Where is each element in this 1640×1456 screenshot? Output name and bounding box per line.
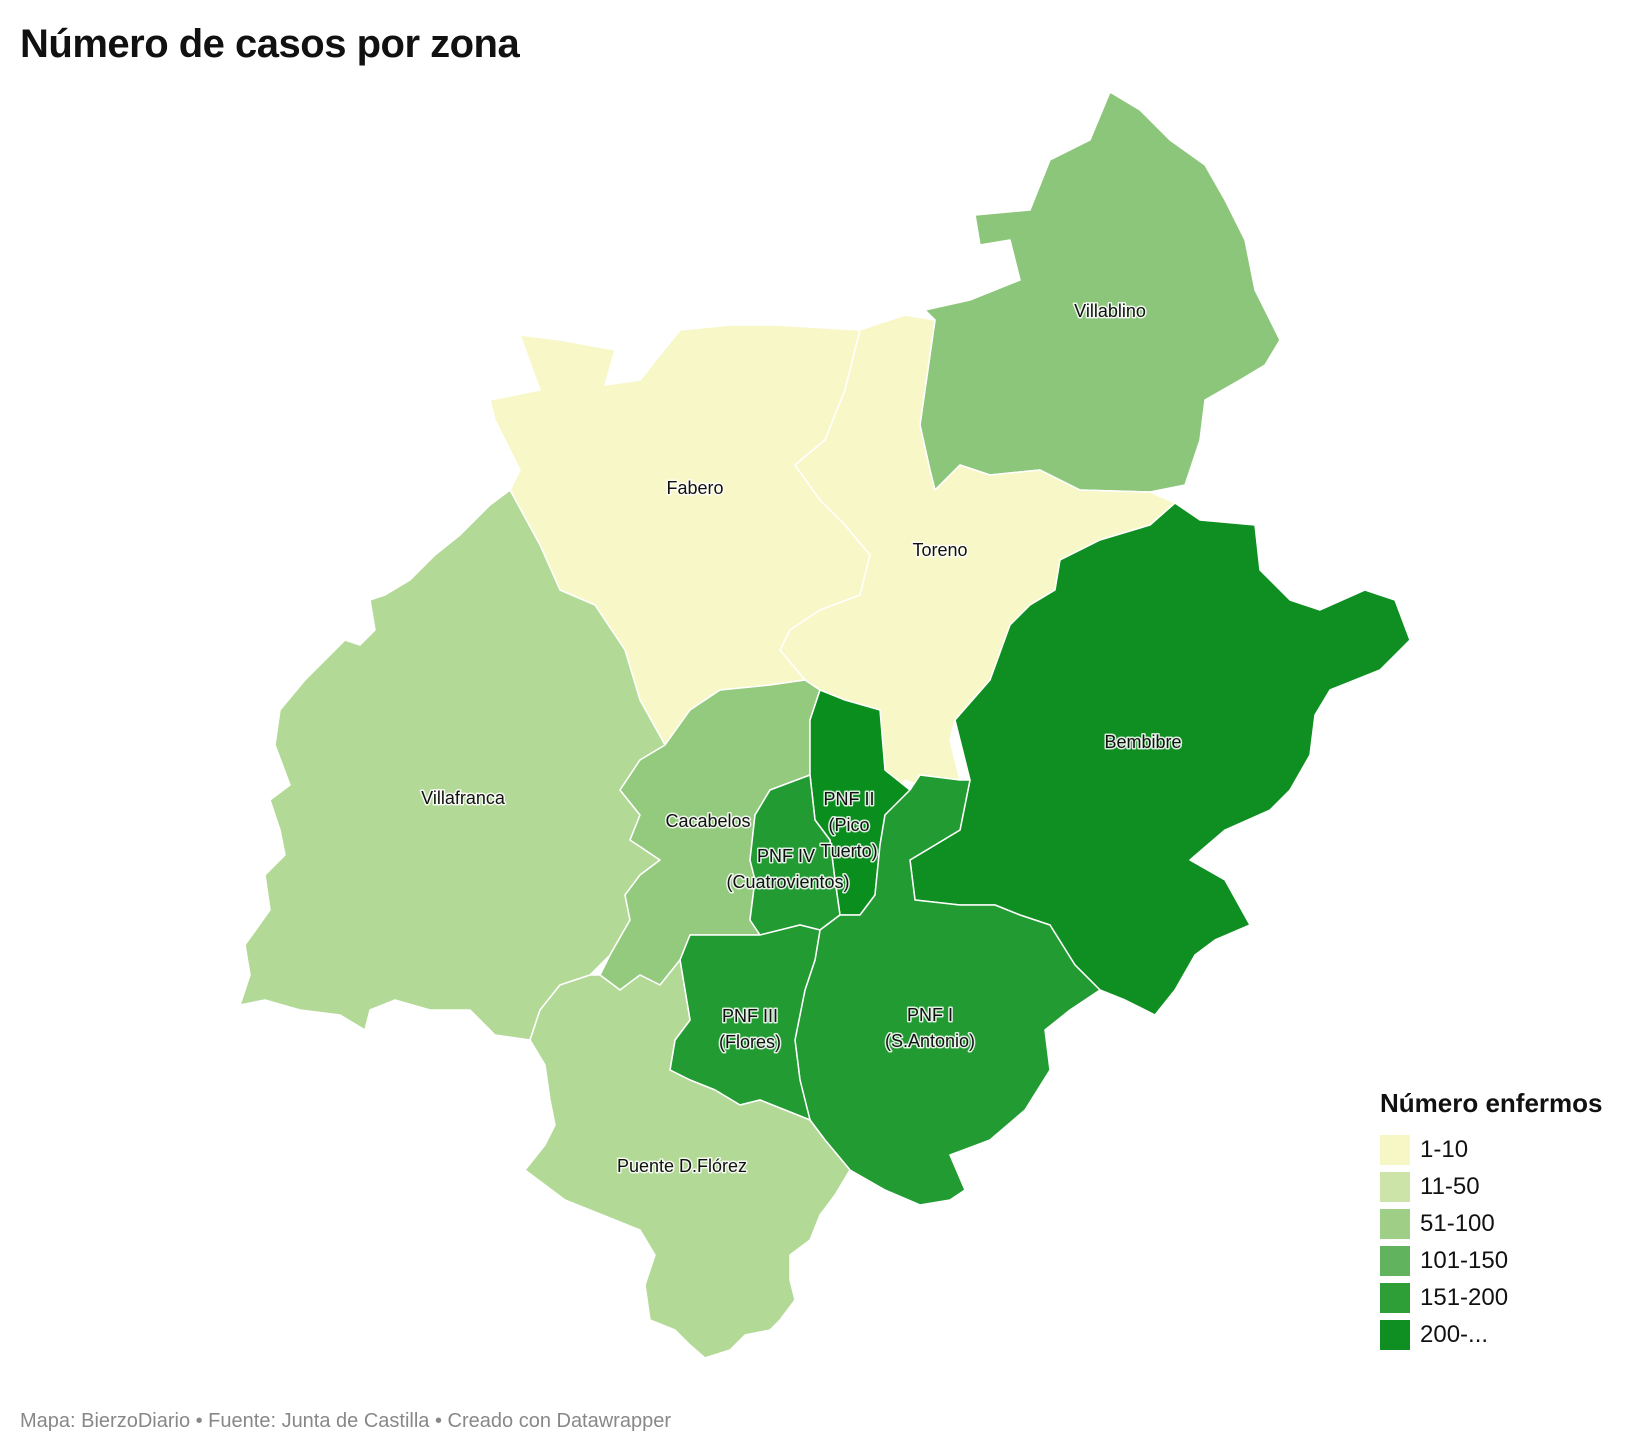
legend-label: 151-200 — [1420, 1283, 1509, 1311]
legend-swatch — [1380, 1171, 1410, 1202]
legend-label: 101-150 — [1420, 1246, 1509, 1274]
legend-item: 151-200 — [1380, 1279, 1603, 1316]
map-title: Número de casos por zona — [20, 22, 520, 66]
label-bembibre: Bembibre — [1104, 732, 1181, 752]
region-pnf-i[interactable] — [794, 774, 1101, 1206]
legend-item: 1-10 — [1380, 1131, 1603, 1168]
label-pnf-iii-line1: PNF III — [722, 1006, 778, 1026]
legend-title: Número enfermos — [1380, 1088, 1603, 1118]
label-pnf-iv-line2: (Cuatrovientos) — [726, 872, 849, 892]
legend-swatch — [1380, 1282, 1410, 1313]
region-toreno[interactable] — [779, 314, 1176, 801]
label-pnf-ii-line1: PNF II — [823, 789, 874, 809]
label-pnf-i-line2: (S.Antonio) — [885, 1031, 975, 1051]
legend-item: 51-100 — [1380, 1205, 1603, 1242]
label-cacabelos: Cacabelos — [665, 811, 750, 831]
label-puente-dflorez: Puente D.Flórez — [617, 1156, 747, 1176]
label-pnf-i-line1: PNF I — [907, 1005, 953, 1025]
legend-label: 200-... — [1420, 1320, 1489, 1348]
legend-label: 11-50 — [1420, 1172, 1480, 1200]
label-fabero: Fabero — [666, 478, 723, 498]
legend-swatch — [1380, 1319, 1410, 1350]
legend-item: 11-50 — [1380, 1168, 1603, 1205]
legend-label: 1-10 — [1420, 1135, 1469, 1163]
source-footer: Mapa: BierzoDiario • Fuente: Junta de Ca… — [20, 1410, 671, 1432]
label-villafranca: Villafranca — [421, 788, 506, 808]
legend-swatch — [1380, 1134, 1410, 1165]
legend-item: 101-150 — [1380, 1242, 1603, 1279]
legend-swatch — [1380, 1245, 1410, 1276]
label-pnf-ii-line3: Tuerto) — [820, 841, 877, 861]
label-toreno: Toreno — [912, 540, 967, 560]
label-pnf-iv-line1: PNF IV — [757, 846, 815, 866]
region-puente-dflorez[interactable] — [524, 959, 851, 1359]
legend: Número enfermos 1-10 11-50 51-100 101-15… — [1380, 1088, 1603, 1353]
legend-item: 200-... — [1380, 1316, 1603, 1353]
label-pnf-ii-line2: (Pico — [828, 815, 869, 835]
region-villablino[interactable] — [919, 91, 1281, 493]
label-villablino: Villablino — [1074, 301, 1146, 321]
legend-label: 51-100 — [1420, 1209, 1495, 1237]
legend-swatch — [1380, 1208, 1410, 1239]
region-bembibre[interactable] — [909, 502, 1411, 1016]
label-pnf-iii-line2: (Flores) — [719, 1032, 781, 1052]
